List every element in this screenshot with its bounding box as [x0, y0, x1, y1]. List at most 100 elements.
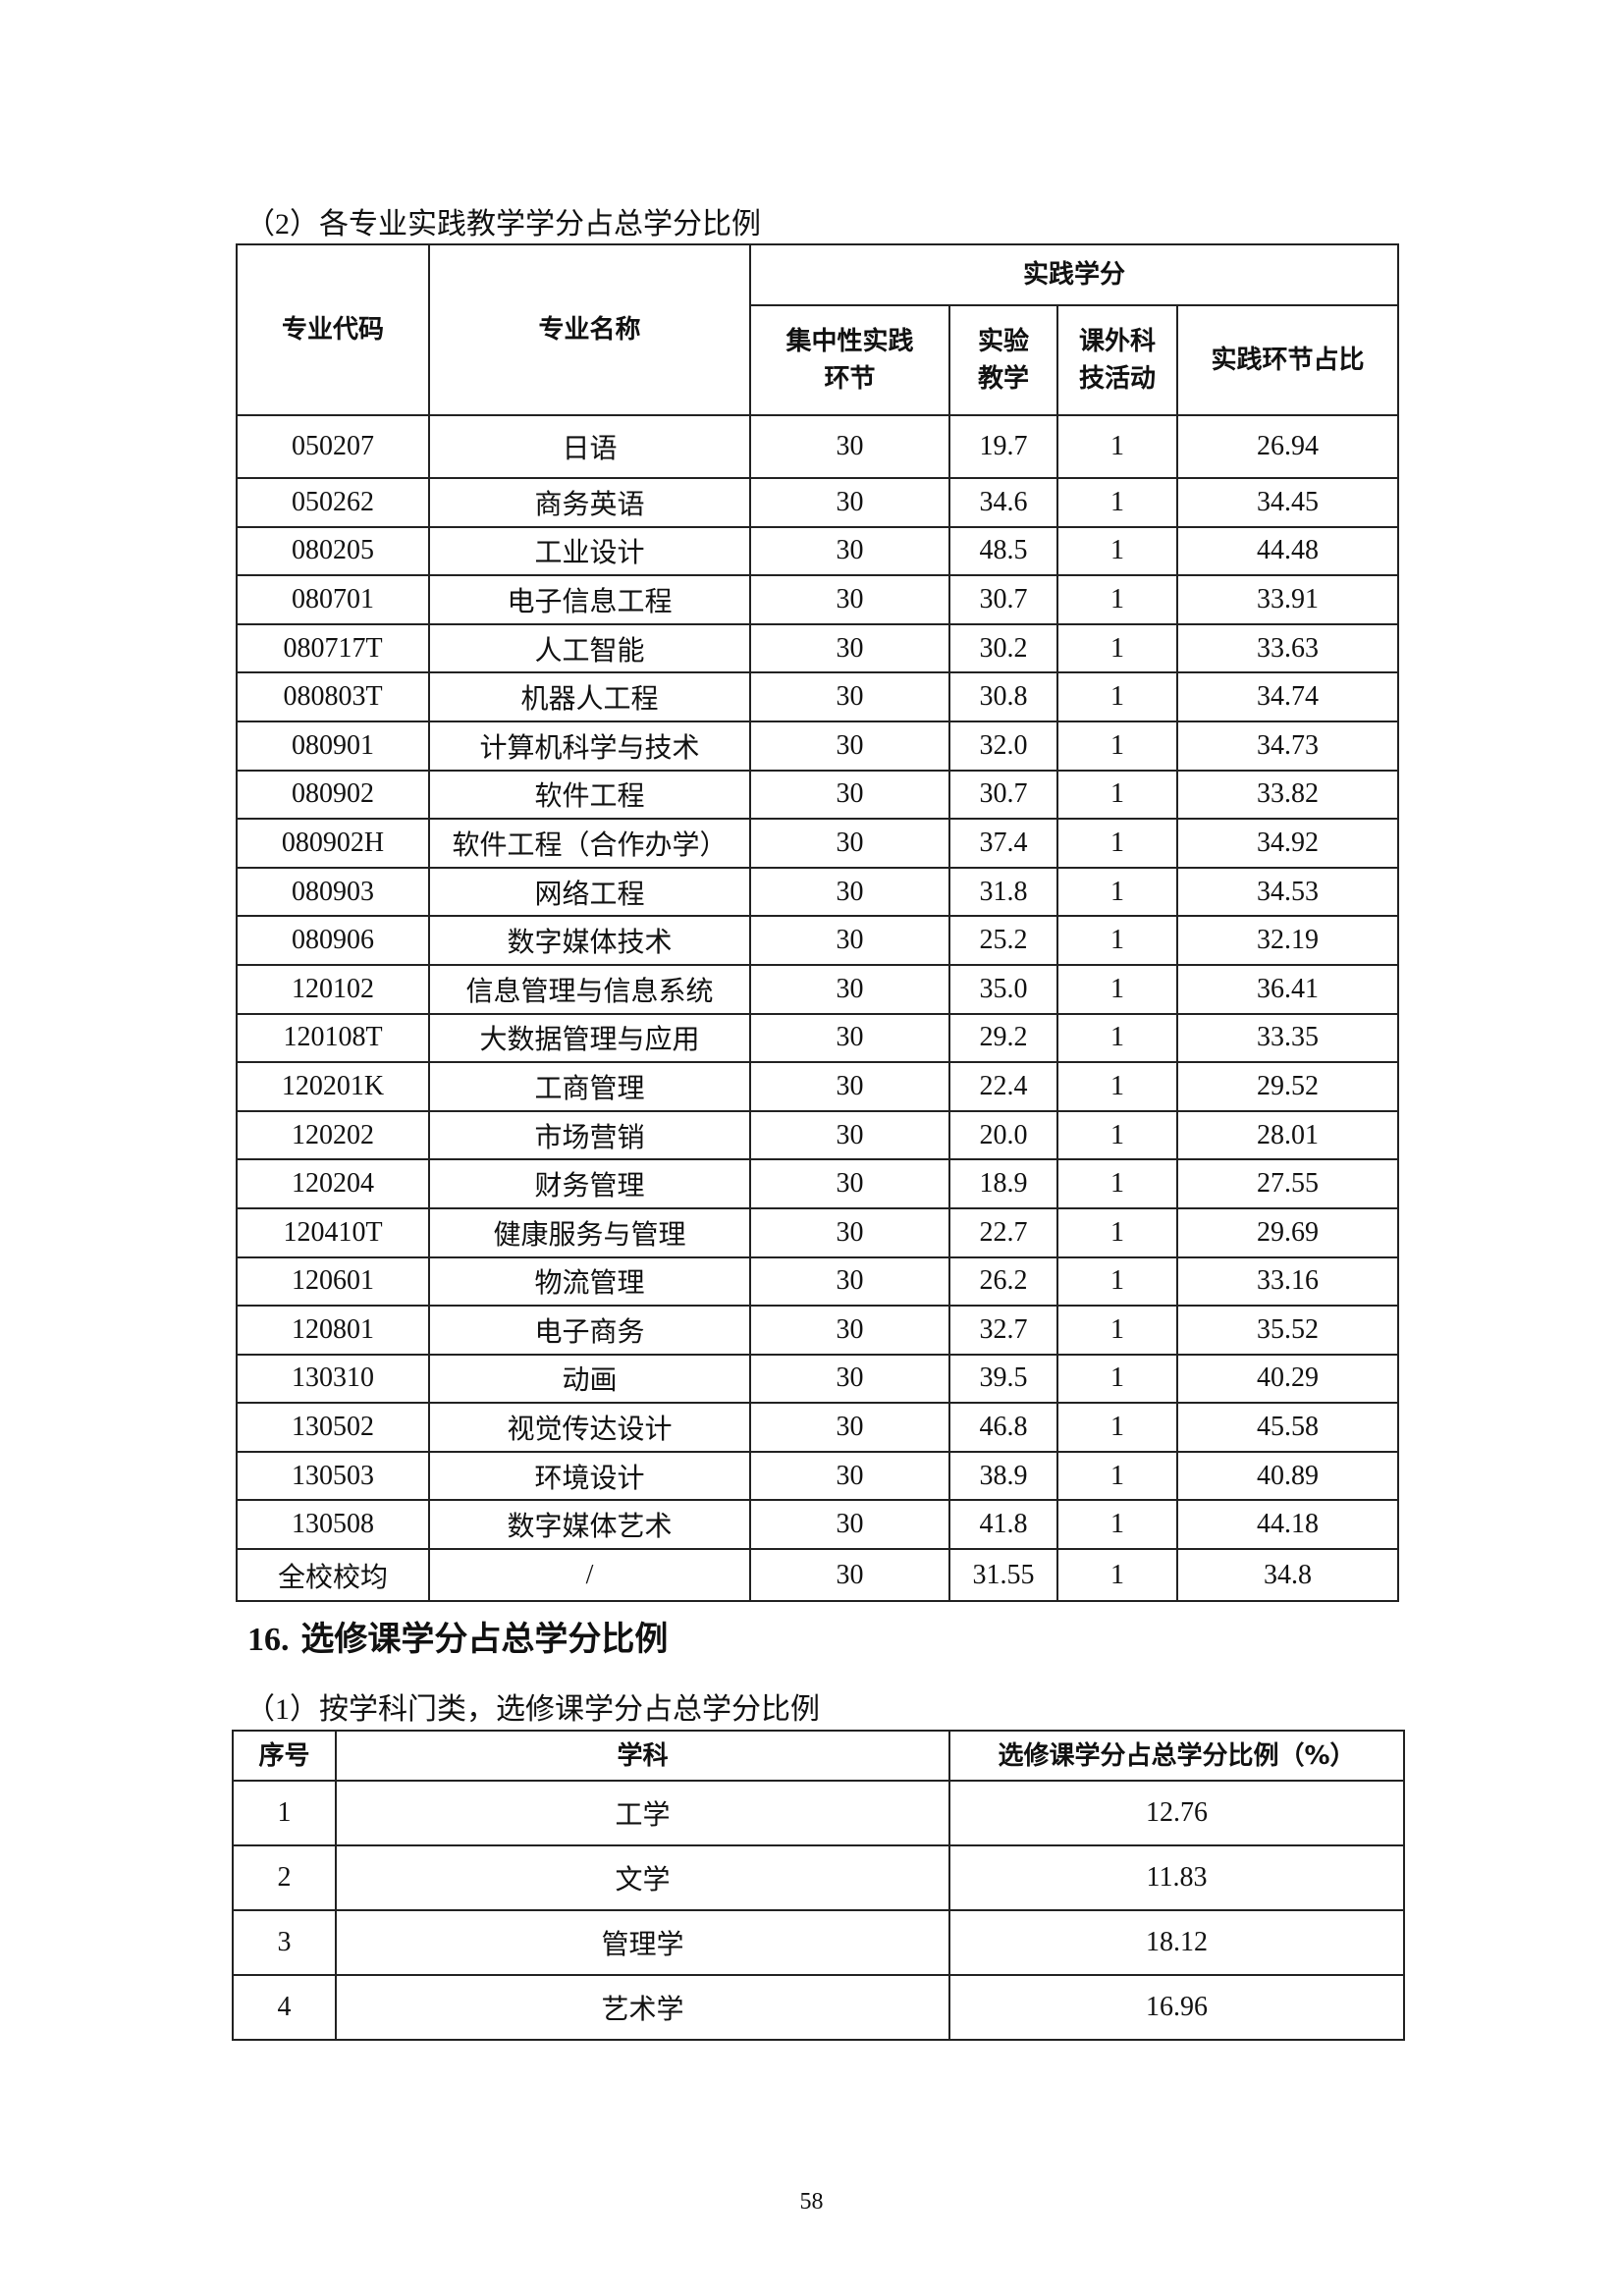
extracurricular-cell: 1 — [1056, 1109, 1178, 1161]
ratio-cell: 32.19 — [1175, 915, 1400, 966]
ratio-cell: 40.29 — [1175, 1353, 1400, 1405]
table-row: 050262 商务英语 30 34.6 1 34.45 — [236, 477, 1400, 528]
extracurricular-cell: 1 — [1056, 963, 1178, 1015]
major-code-cell: 120108T — [236, 1012, 430, 1064]
ratio-cell: 45.58 — [1175, 1402, 1400, 1453]
header-extracurricular: 课外科 技活动 — [1056, 304, 1178, 416]
practice-credits-table: 专业代码 专业名称 实践学分 集中性实践 环节 实验 教学 课外科 技活动 实践环节占… — [236, 243, 1400, 1603]
ratio-cell: 34.8 — [1175, 1548, 1400, 1603]
major-name-cell: 健康服务与管理 — [428, 1206, 751, 1258]
table-row: 080717T 人工智能 30 30.2 1 33.63 — [236, 622, 1400, 674]
major-name-cell: 信息管理与信息系统 — [428, 963, 751, 1015]
extracurricular-cell: 1 — [1056, 1305, 1178, 1356]
major-name-cell: 大数据管理与应用 — [428, 1012, 751, 1064]
experiment-cell: 41.8 — [948, 1499, 1058, 1551]
table-row: 120202 市场营销 30 20.0 1 28.01 — [236, 1109, 1400, 1161]
extracurricular-cell: 1 — [1056, 574, 1178, 625]
elective-ratio-cell: 12.76 — [948, 1780, 1405, 1846]
table-row: 130503 环境设计 30 38.9 1 40.89 — [236, 1450, 1400, 1502]
experiment-cell: 19.7 — [948, 414, 1058, 479]
table-row: 120410T 健康服务与管理 30 22.7 1 29.69 — [236, 1206, 1400, 1258]
concentrated-cell: 30 — [749, 671, 950, 722]
major-name-cell: 视觉传达设计 — [428, 1402, 751, 1453]
ratio-cell: 35.52 — [1175, 1305, 1400, 1356]
experiment-cell: 22.7 — [948, 1206, 1058, 1258]
major-code-cell: 080903 — [236, 866, 430, 918]
major-code-cell: 120102 — [236, 963, 430, 1015]
experiment-cell: 30.7 — [948, 769, 1058, 821]
ratio-cell: 29.52 — [1175, 1061, 1400, 1112]
concentrated-cell: 30 — [749, 414, 950, 479]
table-row: 080901 计算机科学与技术 30 32.0 1 34.73 — [236, 720, 1400, 772]
ratio-cell: 33.16 — [1175, 1255, 1400, 1308]
major-name-cell: 动画 — [428, 1353, 751, 1405]
major-name-cell: 数字媒体艺术 — [428, 1499, 751, 1551]
experiment-cell: 31.8 — [948, 866, 1058, 918]
elective-ratio-cell: 18.12 — [948, 1909, 1405, 1976]
index-cell: 4 — [232, 1974, 337, 2041]
major-name-cell: 软件工程 — [428, 769, 751, 821]
index-cell: 3 — [232, 1909, 337, 1976]
experiment-cell: 38.9 — [948, 1450, 1058, 1502]
experiment-cell: 37.4 — [948, 818, 1058, 869]
major-code-cell: 130503 — [236, 1450, 430, 1502]
major-name-cell: 人工智能 — [428, 622, 751, 674]
concentrated-cell: 30 — [749, 1499, 950, 1551]
extracurricular-cell: 1 — [1056, 1402, 1178, 1453]
concentrated-cell: 30 — [749, 1012, 950, 1064]
major-code-cell: 130310 — [236, 1353, 430, 1405]
table-row: 080803T 机器人工程 30 30.8 1 34.74 — [236, 671, 1400, 722]
concentrated-cell: 30 — [749, 720, 950, 772]
experiment-cell: 26.2 — [948, 1255, 1058, 1308]
major-name-cell: 商务英语 — [428, 477, 751, 528]
major-name-cell: 机器人工程 — [428, 671, 751, 722]
ratio-cell: 33.35 — [1175, 1012, 1400, 1064]
major-name-cell: 工业设计 — [428, 525, 751, 577]
ratio-cell: 40.89 — [1175, 1450, 1400, 1502]
major-code-cell: 080902 — [236, 769, 430, 821]
major-code-cell: 080205 — [236, 525, 430, 577]
table-row: 080205 工业设计 30 48.5 1 44.48 — [236, 525, 1400, 577]
header-experiment-teaching: 实验 教学 — [948, 304, 1058, 416]
ratio-cell: 33.91 — [1175, 574, 1400, 625]
elective-credits-table: 序号 学科 选修课学分占总学分比例（%） 1 工学 12.76 2 文学 11.83 3 管理… — [232, 1730, 1405, 2041]
experiment-cell: 35.0 — [948, 963, 1058, 1015]
discipline-cell: 工学 — [335, 1780, 950, 1846]
elective-ratio-cell: 16.96 — [948, 1974, 1405, 2041]
ratio-cell: 33.63 — [1175, 622, 1400, 674]
experiment-cell: 34.6 — [948, 477, 1058, 528]
ratio-cell: 28.01 — [1175, 1109, 1400, 1161]
major-code-cell: 080717T — [236, 622, 430, 674]
extracurricular-cell: 1 — [1056, 1206, 1178, 1258]
major-code-cell: 080906 — [236, 915, 430, 966]
ratio-cell: 27.55 — [1175, 1158, 1400, 1209]
major-code-cell: 050207 — [236, 414, 430, 479]
extracurricular-cell: 1 — [1056, 1012, 1178, 1064]
major-name-cell: / — [428, 1548, 751, 1603]
major-name-cell: 数字媒体技术 — [428, 915, 751, 966]
experiment-cell: 25.2 — [948, 915, 1058, 966]
experiment-cell: 29.2 — [948, 1012, 1058, 1064]
ratio-cell: 34.74 — [1175, 671, 1400, 722]
major-code-cell: 120601 — [236, 1255, 430, 1308]
table-row: 080902H 软件工程（合作办学） 30 37.4 1 34.92 — [236, 818, 1400, 869]
concentrated-cell: 30 — [749, 866, 950, 918]
extracurricular-cell: 1 — [1056, 1061, 1178, 1112]
discipline-cell: 艺术学 — [335, 1974, 950, 2041]
table-row: 120108T 大数据管理与应用 30 29.2 1 33.35 — [236, 1012, 1400, 1064]
table-row: 130502 视觉传达设计 30 46.8 1 45.58 — [236, 1402, 1400, 1453]
concentrated-cell: 30 — [749, 1402, 950, 1453]
ratio-cell: 33.82 — [1175, 769, 1400, 821]
major-name-cell: 网络工程 — [428, 866, 751, 918]
extracurricular-cell: 1 — [1056, 414, 1178, 479]
table-row: 120201K 工商管理 30 22.4 1 29.52 — [236, 1061, 1400, 1112]
table-row: 050207 日语 30 19.7 1 26.94 — [236, 414, 1400, 479]
ratio-cell: 36.41 — [1175, 963, 1400, 1015]
major-name-cell: 财务管理 — [428, 1158, 751, 1209]
ratio-cell: 29.69 — [1175, 1206, 1400, 1258]
extracurricular-cell: 1 — [1056, 1450, 1178, 1502]
extracurricular-cell: 1 — [1056, 818, 1178, 869]
major-code-cell: 120202 — [236, 1109, 430, 1161]
index-cell: 2 — [232, 1844, 337, 1911]
concentrated-cell: 30 — [749, 477, 950, 528]
